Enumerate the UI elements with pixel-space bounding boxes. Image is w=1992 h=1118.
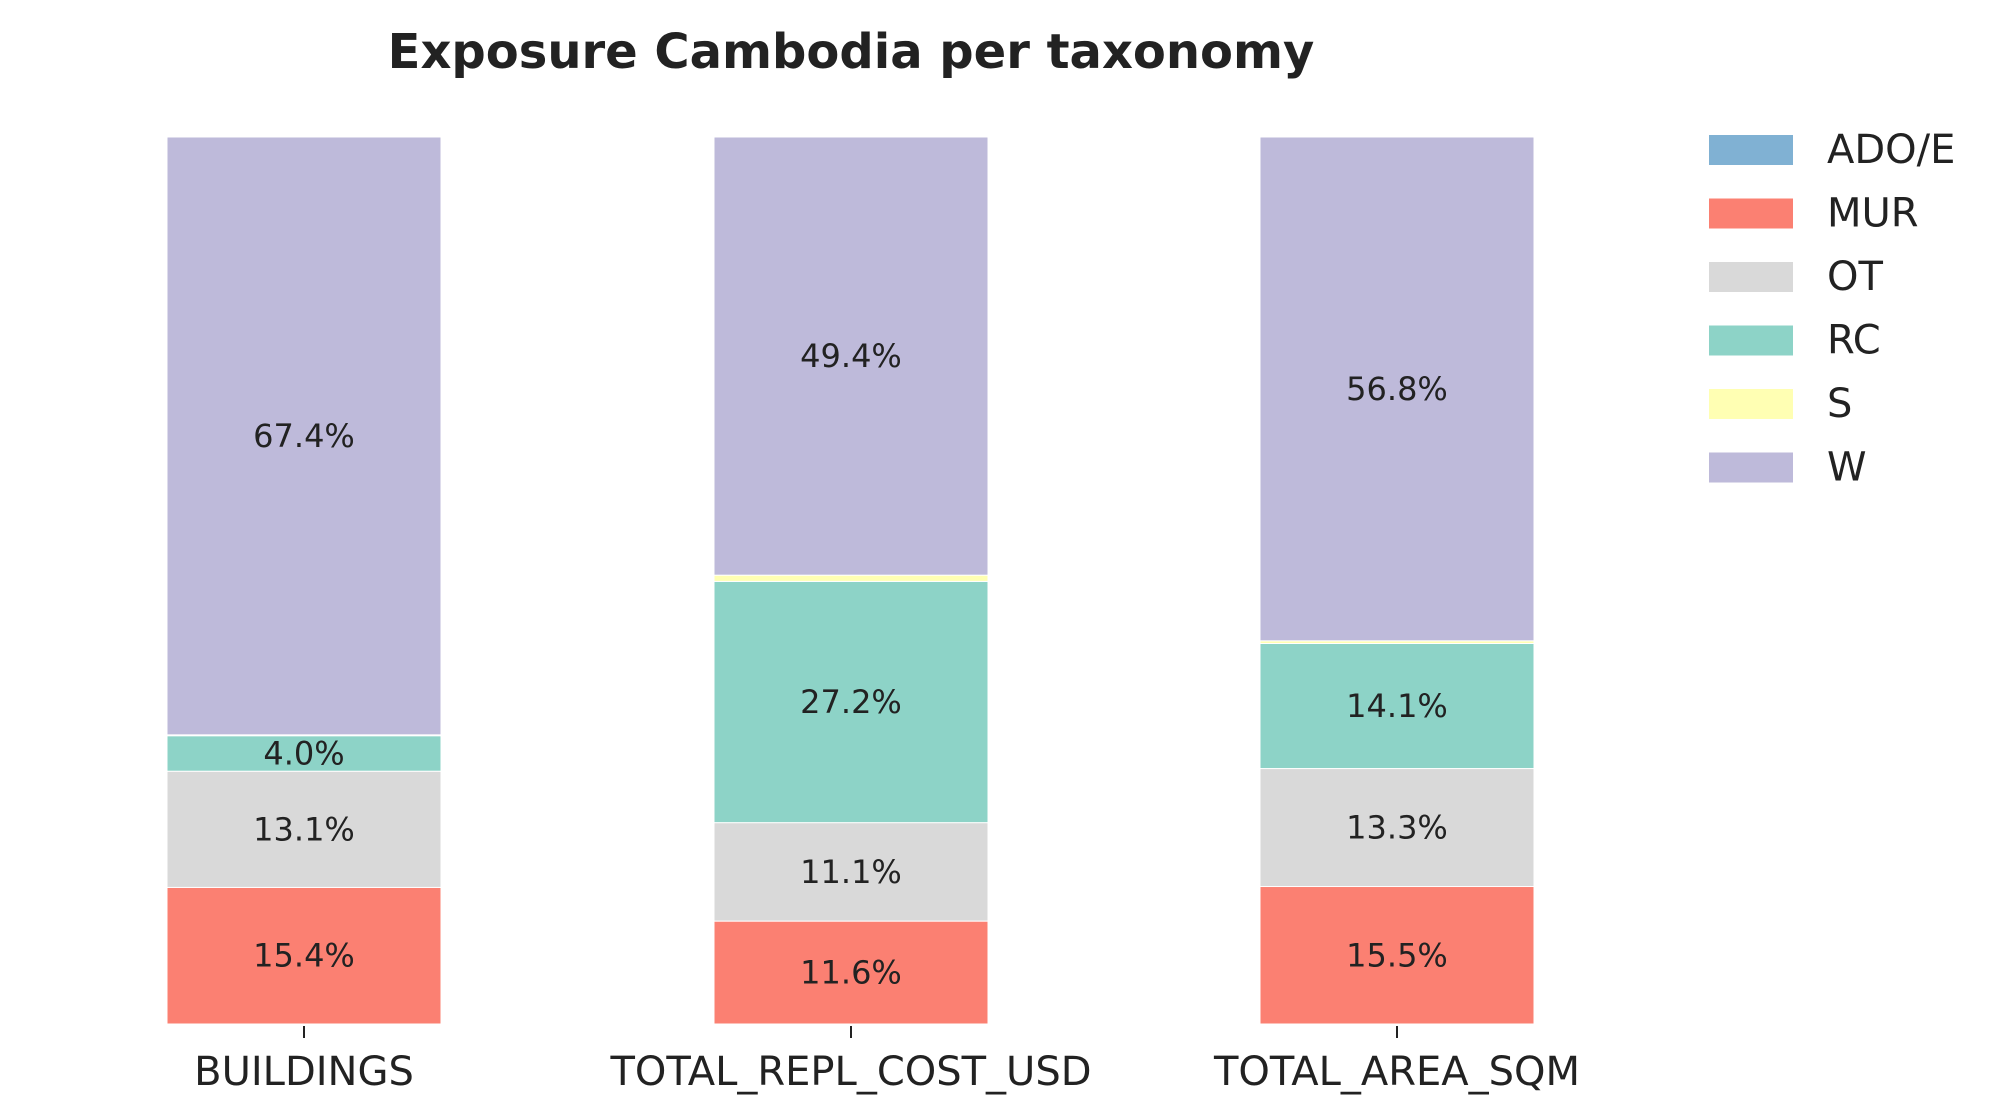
data-label: 13.3%	[1346, 809, 1448, 847]
legend-label: OT	[1827, 254, 1883, 300]
data-label: 11.1%	[800, 853, 902, 891]
data-label: 4.0%	[263, 734, 344, 772]
legend-label: RC	[1827, 318, 1881, 364]
x-tick-label: BUILDINGS	[194, 1049, 414, 1095]
data-label: 15.4%	[253, 937, 355, 975]
bar-segment-rc-total-repl-cost-usd	[713, 580, 989, 824]
bar-segment-mur-buildings	[166, 886, 442, 1025]
bar-segment-w-total-area-sqm	[1259, 136, 1535, 642]
legend-swatch-ado-e	[1709, 135, 1793, 165]
data-label: 14.1%	[1346, 687, 1448, 725]
bar-segment-mur-total-area-sqm	[1259, 886, 1535, 1025]
bar-segment-ot-total-repl-cost-usd	[713, 822, 989, 922]
legend: ADO/E MUR OT RC SW	[1709, 127, 1955, 491]
data-label: 56.8%	[1346, 370, 1448, 408]
bar-segment-w-total-repl-cost-usd	[713, 136, 989, 576]
bar-segment-ot-buildings	[166, 770, 442, 888]
x-axis: BUILDINGS TOTAL_REPL_COST_USD TOTAL_AREA_S…	[194, 1026, 1580, 1095]
legend-label: W	[1827, 445, 1867, 491]
legend-label: S	[1827, 381, 1852, 427]
data-labels-layer: 15.4% 13.1% 4.0% 67.4% 11.6% 11.1% 27.2% 49.4% 1…	[253, 337, 1448, 991]
x-tick-label: TOTAL_AREA_SQM	[1213, 1049, 1580, 1095]
bar-segment-s-total-repl-cost-usd	[713, 574, 989, 582]
chart-title: Exposure Cambodia per taxonomy	[388, 24, 1315, 80]
bars-layer	[166, 136, 1535, 1025]
legend-label: MUR	[1827, 191, 1919, 237]
legend-label: ADO/E	[1827, 127, 1955, 173]
data-label: 15.5%	[1346, 936, 1448, 974]
bar-segment-rc-total-area-sqm	[1259, 642, 1535, 770]
legend-swatch-ot	[1709, 262, 1793, 292]
legend-swatch-s	[1709, 389, 1793, 419]
bar-segment-w-buildings	[166, 136, 442, 736]
data-label: 49.4%	[800, 337, 902, 375]
data-label: 27.2%	[800, 683, 902, 721]
x-tick-label: TOTAL_REPL_COST_USD	[609, 1049, 1091, 1095]
legend-swatch-w	[1709, 452, 1793, 483]
data-label: 13.1%	[253, 810, 355, 848]
legend-swatch-mur	[1709, 198, 1793, 229]
bar-segment-ot-total-area-sqm	[1259, 768, 1535, 888]
data-label: 67.4%	[253, 417, 355, 455]
data-label: 11.6%	[800, 954, 902, 992]
legend-swatch-rc	[1709, 325, 1793, 356]
